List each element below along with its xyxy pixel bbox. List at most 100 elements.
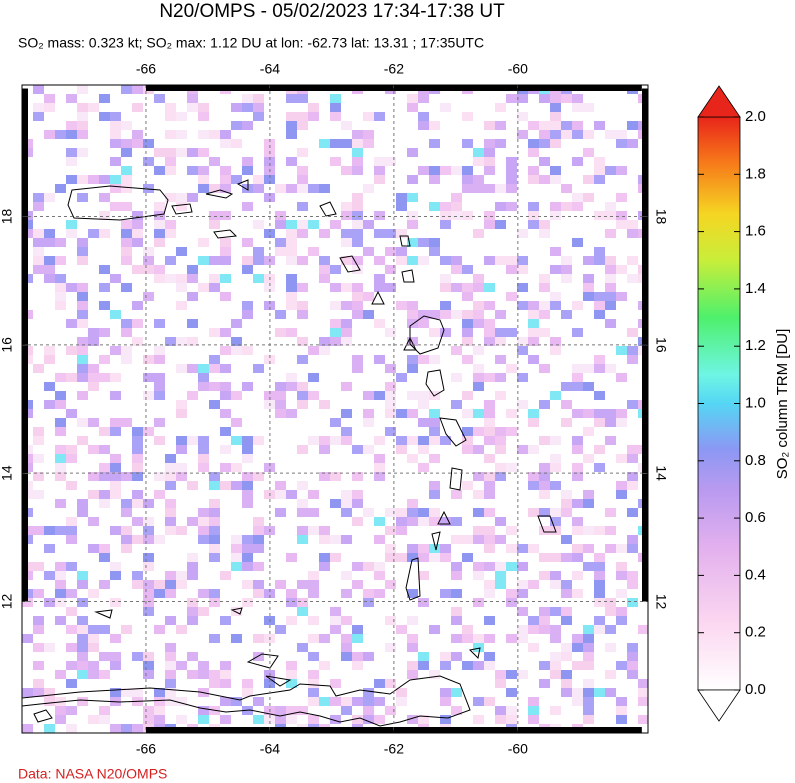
- so2-pixel: [286, 706, 297, 715]
- so2-pixel: [528, 445, 539, 454]
- so2-pixel: [330, 625, 341, 634]
- so2-pixel: [275, 706, 286, 715]
- so2-pixel: [407, 589, 418, 598]
- so2-pixel: [121, 418, 132, 427]
- so2-pixel: [418, 436, 429, 445]
- so2-pixel: [594, 256, 605, 265]
- so2-pixel: [352, 157, 363, 166]
- so2-pixel: [352, 652, 363, 661]
- so2-pixel: [583, 688, 594, 697]
- so2-pixel: [418, 310, 429, 319]
- so2-pixel: [121, 166, 132, 175]
- so2-pixel: [473, 409, 484, 418]
- so2-pixel: [407, 238, 418, 247]
- so2-pixel: [88, 337, 99, 346]
- so2-pixel: [242, 454, 253, 463]
- so2-pixel: [374, 283, 385, 292]
- so2-pixel: [616, 697, 627, 706]
- so2-pixel: [55, 184, 66, 193]
- so2-pixel: [517, 229, 528, 238]
- y-tick-label: 12: [653, 594, 669, 610]
- so2-pixel: [528, 139, 539, 148]
- so2-pixel: [341, 139, 352, 148]
- so2-pixel: [473, 598, 484, 607]
- so2-pixel: [33, 112, 44, 121]
- so2-pixel: [517, 634, 528, 643]
- so2-pixel: [253, 562, 264, 571]
- so2-pixel: [495, 517, 506, 526]
- so2-pixel: [110, 463, 121, 472]
- so2-pixel: [99, 706, 110, 715]
- so2-pixel: [528, 697, 539, 706]
- so2-pixel: [319, 553, 330, 562]
- so2-pixel: [363, 292, 374, 301]
- so2-pixel: [154, 580, 165, 589]
- so2-pixel: [352, 139, 363, 148]
- so2-pixel: [583, 499, 594, 508]
- so2-pixel: [88, 103, 99, 112]
- so2-pixel: [506, 688, 517, 697]
- so2-pixel: [275, 625, 286, 634]
- so2-pixel: [594, 310, 605, 319]
- so2-pixel: [506, 94, 517, 103]
- so2-pixel: [594, 409, 605, 418]
- so2-pixel: [440, 517, 451, 526]
- so2-pixel: [352, 256, 363, 265]
- so2-pixel: [495, 463, 506, 472]
- so2-pixel: [374, 175, 385, 184]
- so2-pixel: [286, 121, 297, 130]
- so2-pixel: [539, 481, 550, 490]
- so2-pixel: [44, 544, 55, 553]
- so2-pixel: [308, 247, 319, 256]
- so2-pixel: [198, 670, 209, 679]
- so2-pixel: [66, 643, 77, 652]
- so2-pixel: [638, 697, 648, 706]
- so2-pixel: [385, 283, 396, 292]
- so2-pixel: [297, 508, 308, 517]
- so2-pixel: [77, 580, 88, 589]
- so2-pixel: [605, 409, 616, 418]
- so2-pixel: [352, 310, 363, 319]
- so2-pixel: [583, 652, 594, 661]
- so2-pixel: [55, 418, 66, 427]
- so2-pixel: [297, 580, 308, 589]
- so2-pixel: [561, 94, 572, 103]
- so2-pixel: [429, 310, 440, 319]
- so2-pixel: [44, 193, 55, 202]
- so2-pixel: [517, 562, 528, 571]
- so2-pixel: [77, 625, 88, 634]
- so2-pixel: [132, 265, 143, 274]
- so2-pixel: [572, 238, 583, 247]
- so2-pixel: [264, 589, 275, 598]
- so2-pixel: [231, 607, 242, 616]
- so2-pixel: [143, 580, 154, 589]
- so2-pixel: [88, 544, 99, 553]
- so2-pixel: [121, 472, 132, 481]
- so2-pixel: [242, 346, 253, 355]
- so2-pixel: [88, 517, 99, 526]
- so2-pixel: [385, 706, 396, 715]
- so2-pixel: [286, 94, 297, 103]
- so2-pixel: [484, 526, 495, 535]
- so2-pixel: [187, 562, 198, 571]
- so2-pixel: [308, 616, 319, 625]
- so2-pixel: [429, 490, 440, 499]
- so2-pixel: [33, 616, 44, 625]
- so2-pixel: [506, 526, 517, 535]
- so2-pixel: [440, 220, 451, 229]
- so2-pixel: [561, 616, 572, 625]
- so2-pixel: [352, 625, 363, 634]
- so2-pixel: [297, 121, 308, 130]
- so2-pixel: [517, 112, 528, 121]
- so2-pixel: [121, 355, 132, 364]
- so2-pixel: [550, 103, 561, 112]
- so2-pixel: [396, 229, 407, 238]
- so2-pixel: [231, 634, 242, 643]
- so2-pixel: [110, 391, 121, 400]
- so2-pixel: [209, 499, 220, 508]
- so2-pixel: [297, 283, 308, 292]
- so2-pixel: [484, 580, 495, 589]
- so2-pixel: [528, 211, 539, 220]
- so2-pixel: [385, 400, 396, 409]
- so2-pixel: [616, 193, 627, 202]
